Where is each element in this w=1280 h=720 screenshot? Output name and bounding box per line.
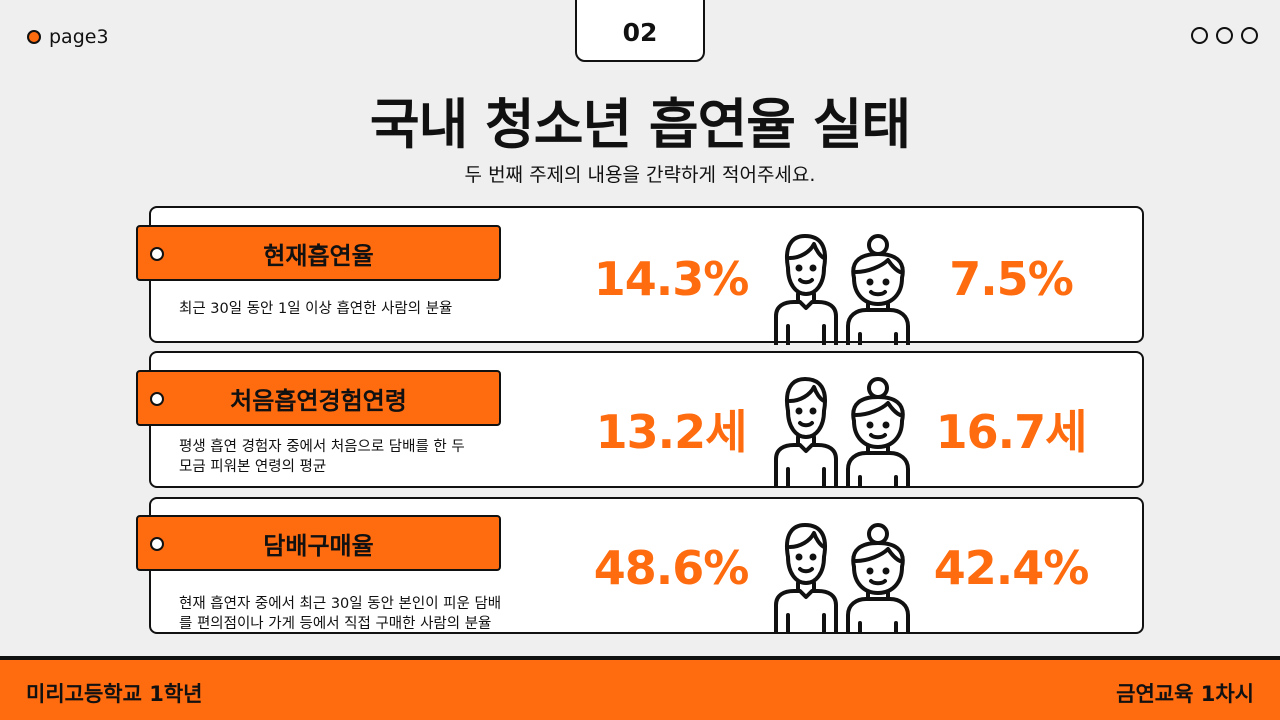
male-stat-value: 14.3% xyxy=(593,252,750,306)
bullet-dot-icon xyxy=(150,537,164,551)
circle-icon xyxy=(1241,27,1258,44)
female-stat-value: 16.7세 xyxy=(935,405,1088,459)
footer-school: 미리고등학교 1학년 xyxy=(26,682,203,706)
male-stat-value: 48.6% xyxy=(593,541,750,595)
orange-dot-icon xyxy=(27,30,41,44)
circle-icon xyxy=(1191,27,1208,44)
female-stat-value: 7.5% xyxy=(949,252,1074,306)
page-title: 국내 청소년 흡연율 실태 xyxy=(369,93,911,156)
description-line: 모금 피워본 연령의 평균 xyxy=(179,459,327,475)
page-subtitle: 두 번째 주제의 내용을 간략하게 적어주세요. xyxy=(464,164,816,186)
female-person-icon xyxy=(846,523,910,634)
bullet-dot-icon xyxy=(150,247,164,261)
stat-label-tag: 처음흡연경험연령 xyxy=(136,370,501,426)
stat-label-tag: 담배구매율 xyxy=(136,515,501,571)
male-person-icon xyxy=(774,377,838,488)
description-line: 평생 흡연 경험자 중에서 처음으로 담배를 한 두 xyxy=(179,439,465,455)
page-label-text: page3 xyxy=(49,26,109,48)
male-person-icon xyxy=(774,523,838,634)
circle-icon xyxy=(1216,27,1233,44)
page-label: page3 xyxy=(27,26,109,48)
stat-label: 현재흡연율 xyxy=(263,241,374,270)
description-line: 를 편의점이나 가게 등에서 직접 구매한 사람의 분율 xyxy=(179,616,492,632)
section-number: 02 xyxy=(575,0,705,62)
stat-label: 담배구매율 xyxy=(263,531,374,560)
stat-description: 현재 흡연자 중에서 최근 30일 동안 본인이 피운 담배 를 편의점이나 가… xyxy=(179,594,599,634)
female-person-icon xyxy=(846,377,910,488)
male-person-icon xyxy=(774,234,838,345)
window-dots xyxy=(1191,27,1258,44)
stat-description: 평생 흡연 경험자 중에서 처음으로 담배를 한 두 모금 피워본 연령의 평균 xyxy=(179,437,539,477)
footer-bar: 미리고등학교 1학년 금연교육 1차시 xyxy=(0,656,1280,720)
description-line: 최근 30일 동안 1일 이상 흡연한 사람의 분율 xyxy=(179,301,453,317)
female-stat-value: 42.4% xyxy=(933,541,1090,595)
bullet-dot-icon xyxy=(150,392,164,406)
people-illustration xyxy=(774,234,910,345)
description-line: 현재 흡연자 중에서 최근 30일 동안 본인이 피운 담배 xyxy=(179,596,502,612)
stat-description: 최근 30일 동안 1일 이상 흡연한 사람의 분율 xyxy=(179,299,539,319)
stat-label-tag: 현재흡연율 xyxy=(136,225,501,281)
people-illustration xyxy=(774,523,910,634)
stat-label: 처음흡연경험연령 xyxy=(230,386,407,415)
male-stat-value: 13.2세 xyxy=(595,405,748,459)
female-person-icon xyxy=(846,234,910,345)
footer-lesson: 금연교육 1차시 xyxy=(1116,682,1254,706)
people-illustration xyxy=(774,377,910,488)
